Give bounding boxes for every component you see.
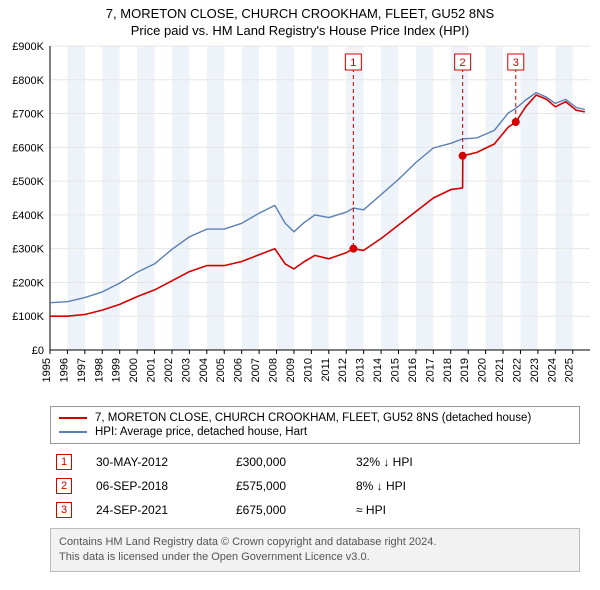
svg-text:£600K: £600K [12,142,44,154]
svg-text:2024: 2024 [546,358,558,382]
event-marker-icon: 1 [56,454,72,470]
event-delta: 8% ↓ HPI [350,474,580,498]
chart-titles: 7, MORETON CLOSE, CHURCH CROOKHAM, FLEET… [0,0,600,40]
svg-text:2016: 2016 [407,358,419,382]
svg-text:2012: 2012 [337,358,349,382]
svg-text:£400K: £400K [12,210,44,222]
svg-text:£0: £0 [32,345,44,357]
event-date: 30-MAY-2012 [90,450,230,474]
events-table: 1 30-MAY-2012 £300,000 32% ↓ HPI 2 06-SE… [50,450,580,522]
svg-text:2020: 2020 [477,358,489,382]
svg-text:2002: 2002 [163,358,175,382]
svg-text:£200K: £200K [12,277,44,289]
svg-text:1997: 1997 [76,358,88,382]
chart-title-line2: Price paid vs. HM Land Registry's House … [0,23,600,38]
legend-swatch [59,417,87,419]
event-row: 3 24-SEP-2021 £675,000 ≈ HPI [50,498,580,522]
svg-text:£300K: £300K [12,244,44,256]
svg-text:2013: 2013 [355,358,367,382]
svg-text:1998: 1998 [93,358,105,382]
event-price: £575,000 [230,474,350,498]
event-delta: 32% ↓ HPI [350,450,580,474]
svg-text:2007: 2007 [250,358,262,382]
svg-text:2022: 2022 [511,358,523,382]
svg-text:2025: 2025 [564,358,576,382]
event-price: £675,000 [230,498,350,522]
line-chart: £0 £100K £200K £300K £400K £500K £600K £700K £80… [0,40,600,400]
svg-text:£100K: £100K [12,311,44,323]
attribution-footer: Contains HM Land Registry data © Crown c… [50,528,580,572]
legend-swatch [59,431,87,433]
event-date: 06-SEP-2018 [90,474,230,498]
chart-title-line1: 7, MORETON CLOSE, CHURCH CROOKHAM, FLEET… [0,6,600,21]
svg-text:2009: 2009 [285,358,297,382]
legend-label: 7, MORETON CLOSE, CHURCH CROOKHAM, FLEET… [95,412,531,424]
svg-text:1995: 1995 [41,358,53,382]
svg-text:£700K: £700K [12,109,44,121]
container: 7, MORETON CLOSE, CHURCH CROOKHAM, FLEET… [0,0,600,572]
event-row: 2 06-SEP-2018 £575,000 8% ↓ HPI [50,474,580,498]
chart-area: £0 £100K £200K £300K £400K £500K £600K £700K £80… [0,40,600,400]
legend: 7, MORETON CLOSE, CHURCH CROOKHAM, FLEET… [50,406,580,444]
event-delta: ≈ HPI [350,498,580,522]
svg-text:2014: 2014 [372,358,384,382]
svg-text:£900K: £900K [12,41,44,53]
svg-text:2019: 2019 [459,358,471,382]
svg-text:£800K: £800K [12,75,44,87]
svg-text:2005: 2005 [215,358,227,382]
footer-line: Contains HM Land Registry data © Crown c… [59,535,571,550]
svg-text:1: 1 [350,57,356,69]
svg-text:1999: 1999 [111,358,123,382]
svg-text:2017: 2017 [424,358,436,382]
footer-line: This data is licensed under the Open Gov… [59,550,571,565]
svg-text:1996: 1996 [58,358,70,382]
svg-text:2011: 2011 [320,358,332,382]
legend-row: HPI: Average price, detached house, Hart [59,425,571,439]
event-row: 1 30-MAY-2012 £300,000 32% ↓ HPI [50,450,580,474]
event-price: £300,000 [230,450,350,474]
svg-text:2001: 2001 [146,358,158,382]
event-date: 24-SEP-2021 [90,498,230,522]
svg-text:2010: 2010 [302,358,314,382]
svg-text:3: 3 [513,57,519,69]
svg-text:2004: 2004 [198,358,210,382]
svg-text:2023: 2023 [529,358,541,382]
event-marker-icon: 3 [56,502,72,518]
legend-row: 7, MORETON CLOSE, CHURCH CROOKHAM, FLEET… [59,411,571,425]
svg-text:£500K: £500K [12,176,44,188]
svg-text:2018: 2018 [442,358,454,382]
svg-text:2000: 2000 [128,358,140,382]
svg-text:2021: 2021 [494,358,506,382]
svg-text:2006: 2006 [233,358,245,382]
svg-text:2015: 2015 [389,358,401,382]
svg-text:2008: 2008 [268,358,280,382]
event-marker-icon: 2 [56,478,72,494]
legend-label: HPI: Average price, detached house, Hart [95,426,307,438]
svg-text:2: 2 [460,57,466,69]
svg-text:2003: 2003 [180,358,192,382]
